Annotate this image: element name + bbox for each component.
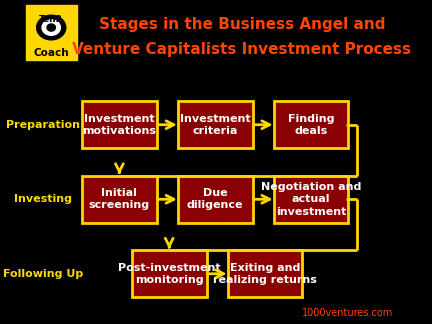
Text: Investment
motivations: Investment motivations: [83, 113, 156, 136]
Text: Finding
deals: Finding deals: [288, 113, 334, 136]
Text: Post-investment
monitoring: Post-investment monitoring: [118, 262, 220, 285]
FancyBboxPatch shape: [273, 101, 348, 148]
Text: Due
diligence: Due diligence: [187, 188, 243, 211]
FancyBboxPatch shape: [178, 101, 253, 148]
Text: Stages in the Business Angel and: Stages in the Business Angel and: [99, 17, 385, 32]
Text: Preparation: Preparation: [6, 120, 80, 130]
Text: Venture Capitalists Investment Process: Venture Capitalists Investment Process: [73, 42, 412, 57]
Text: Initial
screening: Initial screening: [89, 188, 150, 211]
Circle shape: [47, 24, 55, 31]
Text: Following Up: Following Up: [3, 269, 83, 279]
Text: Negotiation and
actual
investment: Negotiation and actual investment: [261, 182, 361, 217]
Circle shape: [37, 15, 66, 40]
FancyBboxPatch shape: [82, 176, 157, 223]
Text: Ten3: Ten3: [39, 15, 63, 24]
Text: Investing: Investing: [14, 194, 72, 204]
Text: Exiting and
realizing returns: Exiting and realizing returns: [213, 262, 317, 285]
FancyBboxPatch shape: [82, 101, 157, 148]
FancyBboxPatch shape: [228, 250, 302, 297]
FancyBboxPatch shape: [178, 176, 253, 223]
FancyBboxPatch shape: [273, 176, 348, 223]
Text: Coach: Coach: [33, 49, 69, 58]
Text: 1000ventures.com: 1000ventures.com: [302, 307, 393, 318]
FancyBboxPatch shape: [25, 5, 77, 60]
Circle shape: [42, 20, 60, 35]
Text: Investment
criteria: Investment criteria: [180, 113, 251, 136]
FancyBboxPatch shape: [132, 250, 206, 297]
